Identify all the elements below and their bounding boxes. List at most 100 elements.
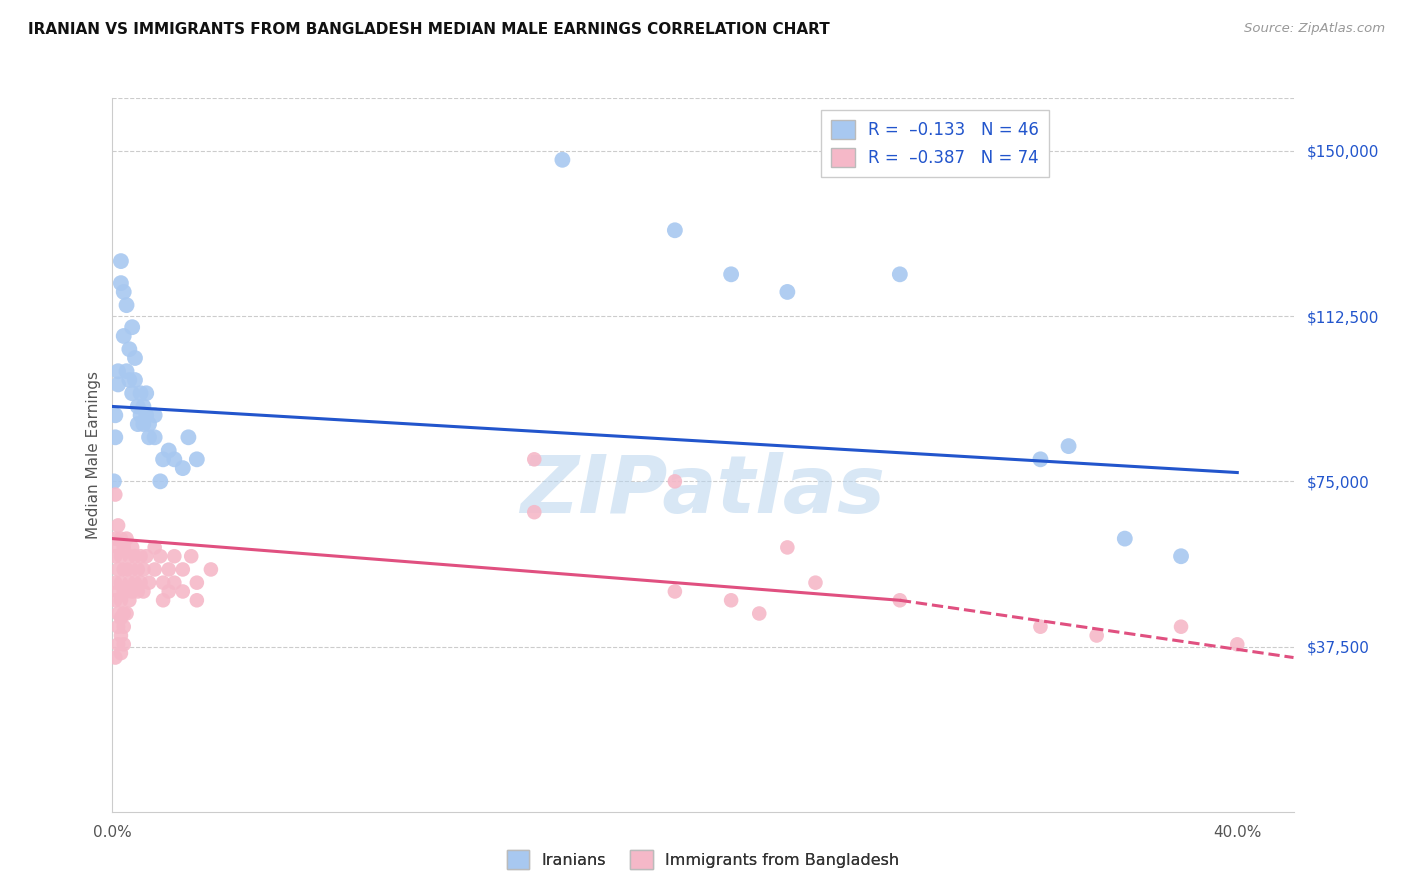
Point [104, 409, 127, 423]
Point [129, 386, 152, 401]
Point [110, 593, 132, 607]
Point [118, 373, 141, 387]
Y-axis label: Median Male Earnings: Median Male Earnings [86, 371, 101, 539]
Point [138, 417, 160, 431]
Point [112, 285, 135, 299]
Point [132, 417, 155, 431]
Point [664, 223, 686, 237]
Point [110, 276, 132, 290]
Point [1226, 637, 1249, 651]
Point [177, 430, 200, 444]
Legend: Iranians, Immigrants from Bangladesh: Iranians, Immigrants from Bangladesh [501, 844, 905, 875]
Point [110, 575, 132, 590]
Point [112, 329, 135, 343]
Point [107, 541, 129, 555]
Point [112, 584, 135, 599]
Point [110, 646, 132, 660]
Point [135, 386, 157, 401]
Point [118, 593, 141, 607]
Point [180, 549, 202, 564]
Point [163, 575, 186, 590]
Point [124, 373, 146, 387]
Point [143, 409, 166, 423]
Point [124, 549, 146, 564]
Point [107, 518, 129, 533]
Point [720, 593, 742, 607]
Point [1057, 439, 1080, 453]
Point [1029, 452, 1052, 467]
Point [720, 268, 742, 282]
Point [121, 320, 143, 334]
Point [112, 562, 135, 576]
Point [163, 452, 186, 467]
Point [157, 562, 180, 576]
Point [129, 549, 152, 564]
Point [138, 430, 160, 444]
Point [124, 575, 146, 590]
Point [152, 575, 174, 590]
Point [149, 549, 172, 564]
Point [748, 607, 770, 621]
Point [157, 443, 180, 458]
Point [118, 549, 141, 564]
Point [132, 562, 155, 576]
Point [115, 562, 138, 576]
Point [135, 549, 157, 564]
Point [115, 607, 138, 621]
Point [172, 584, 194, 599]
Text: IRANIAN VS IMMIGRANTS FROM BANGLADESH MEDIAN MALE EARNINGS CORRELATION CHART: IRANIAN VS IMMIGRANTS FROM BANGLADESH ME… [28, 22, 830, 37]
Point [776, 541, 799, 555]
Point [551, 153, 574, 167]
Point [143, 562, 166, 576]
Point [115, 364, 138, 378]
Point [112, 541, 135, 555]
Point [115, 298, 138, 312]
Point [523, 452, 546, 467]
Point [776, 285, 799, 299]
Point [1085, 628, 1108, 642]
Point [107, 607, 129, 621]
Point [143, 430, 166, 444]
Point [103, 475, 125, 489]
Point [110, 254, 132, 268]
Point [118, 342, 141, 356]
Point [118, 575, 141, 590]
Point [110, 532, 132, 546]
Point [127, 417, 149, 431]
Point [104, 650, 127, 665]
Point [804, 575, 827, 590]
Point [112, 637, 135, 651]
Point [104, 549, 127, 564]
Point [1114, 532, 1136, 546]
Point [115, 584, 138, 599]
Point [1029, 620, 1052, 634]
Point [132, 584, 155, 599]
Point [152, 593, 174, 607]
Point [149, 475, 172, 489]
Point [121, 562, 143, 576]
Point [110, 611, 132, 625]
Point [132, 400, 155, 414]
Point [129, 409, 152, 423]
Point [107, 584, 129, 599]
Point [121, 541, 143, 555]
Text: ZIPatlas: ZIPatlas [520, 451, 886, 530]
Point [104, 593, 127, 607]
Point [1170, 549, 1192, 564]
Point [107, 562, 129, 576]
Point [135, 409, 157, 423]
Point [186, 452, 208, 467]
Point [172, 562, 194, 576]
Point [152, 452, 174, 467]
Point [172, 461, 194, 475]
Point [186, 593, 208, 607]
Point [112, 620, 135, 634]
Point [1170, 620, 1192, 634]
Point [110, 628, 132, 642]
Point [104, 430, 127, 444]
Point [143, 541, 166, 555]
Point [127, 400, 149, 414]
Point [121, 386, 143, 401]
Point [104, 575, 127, 590]
Point [889, 593, 911, 607]
